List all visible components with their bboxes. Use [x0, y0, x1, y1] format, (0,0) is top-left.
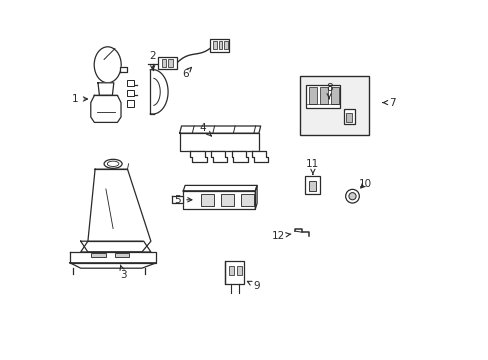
Polygon shape: [255, 185, 257, 209]
Bar: [127, 80, 134, 86]
Text: 8: 8: [325, 83, 332, 99]
Polygon shape: [179, 133, 258, 151]
Bar: [162, 59, 166, 67]
Bar: [241, 194, 253, 206]
Polygon shape: [120, 67, 126, 72]
Bar: [225, 261, 244, 284]
Polygon shape: [211, 151, 227, 162]
Bar: [115, 253, 129, 257]
Bar: [127, 90, 134, 96]
Ellipse shape: [348, 193, 355, 200]
Ellipse shape: [345, 189, 359, 203]
Text: 5: 5: [174, 195, 191, 205]
Bar: [345, 113, 351, 122]
Bar: [91, 253, 106, 257]
Polygon shape: [70, 263, 156, 268]
Bar: [201, 194, 213, 206]
Polygon shape: [172, 196, 183, 203]
Polygon shape: [190, 151, 206, 162]
Polygon shape: [81, 169, 151, 252]
Polygon shape: [251, 151, 268, 162]
Bar: [308, 181, 316, 191]
Text: 3: 3: [120, 265, 127, 280]
Bar: [300, 76, 368, 135]
Polygon shape: [179, 126, 260, 133]
Bar: [237, 266, 242, 275]
Ellipse shape: [94, 47, 121, 83]
Bar: [168, 59, 172, 67]
Polygon shape: [150, 69, 168, 114]
Polygon shape: [183, 185, 257, 191]
Text: 11: 11: [305, 159, 319, 174]
Bar: [209, 39, 229, 52]
Polygon shape: [91, 95, 121, 122]
Ellipse shape: [107, 161, 119, 166]
Polygon shape: [183, 191, 255, 209]
Text: 6: 6: [182, 67, 191, 79]
Polygon shape: [70, 252, 156, 263]
Text: 2: 2: [149, 51, 156, 70]
Bar: [305, 176, 320, 194]
Polygon shape: [98, 83, 114, 95]
Bar: [228, 266, 234, 275]
Bar: [218, 41, 222, 49]
Text: 1: 1: [72, 94, 87, 104]
Ellipse shape: [104, 159, 122, 168]
Bar: [224, 41, 227, 49]
Text: 9: 9: [247, 281, 260, 291]
Polygon shape: [231, 151, 247, 162]
Bar: [330, 87, 338, 104]
Bar: [158, 57, 177, 69]
Text: 4: 4: [200, 123, 211, 136]
Bar: [309, 87, 317, 104]
Text: 7: 7: [382, 98, 395, 108]
Polygon shape: [81, 241, 151, 252]
Bar: [221, 194, 233, 206]
Text: 10: 10: [358, 179, 371, 189]
Bar: [127, 100, 134, 107]
Bar: [320, 87, 327, 104]
Bar: [213, 41, 216, 49]
Text: 12: 12: [271, 231, 290, 241]
Bar: [305, 85, 339, 108]
Bar: [343, 109, 354, 124]
